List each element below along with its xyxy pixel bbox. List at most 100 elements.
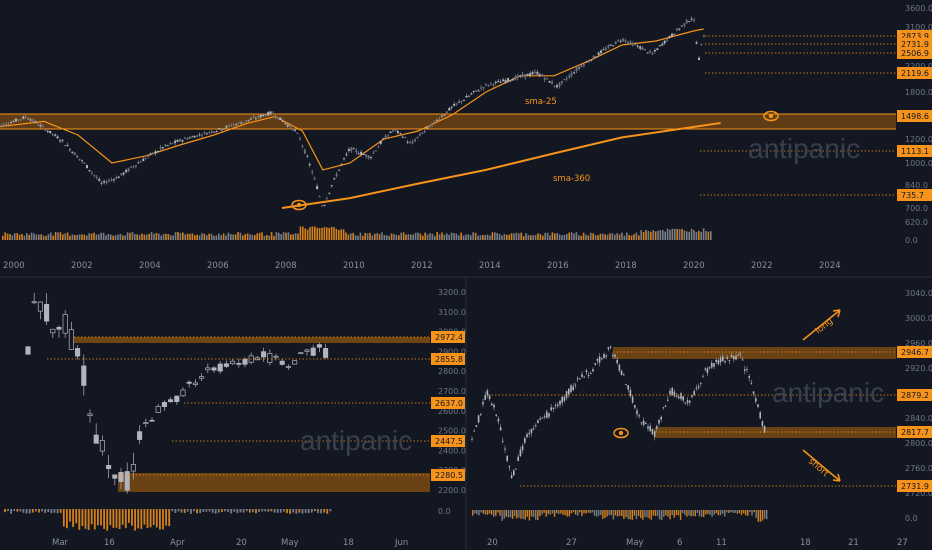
volume-bar: [467, 234, 470, 240]
candle: [576, 378, 579, 380]
volume-bar: [522, 510, 524, 519]
candle: [396, 131, 399, 134]
y-tick-label: 2760.0: [905, 464, 932, 473]
volume-bar: [205, 509, 208, 512]
volume-bar: [753, 510, 755, 513]
candle: [538, 74, 541, 76]
volume-bar: [612, 510, 615, 520]
candle: [340, 163, 343, 165]
candle: [149, 153, 152, 155]
volume-bar: [686, 510, 688, 517]
candle: [724, 361, 726, 363]
volume-bar: [196, 509, 198, 514]
candle: [583, 376, 585, 378]
x-tick-label: 2016: [547, 261, 569, 271]
candle: [651, 53, 654, 55]
volume-bar: [561, 235, 563, 240]
candle: [108, 180, 111, 182]
price-tag: [431, 435, 465, 447]
candle: [404, 137, 407, 139]
candle: [686, 400, 689, 403]
volume-bar: [230, 234, 232, 240]
candle: [110, 179, 113, 181]
volume-bar: [510, 233, 513, 240]
candle: [54, 134, 57, 136]
volume-bar: [455, 233, 458, 240]
candle: [377, 146, 380, 148]
volume-bar: [661, 510, 663, 520]
candle: [656, 426, 658, 429]
volume-bar: [295, 509, 298, 514]
candle: [203, 132, 206, 134]
volume-bar: [707, 231, 710, 240]
candle: [382, 138, 385, 140]
candle: [208, 131, 211, 133]
candle: [316, 344, 322, 348]
candle: [81, 365, 87, 386]
volume-bar: [591, 510, 594, 513]
volume-bar: [460, 232, 462, 240]
candle: [660, 416, 662, 420]
candle: [130, 166, 133, 168]
candle: [603, 354, 605, 359]
candle: [735, 355, 737, 360]
candle: [311, 171, 314, 173]
volume-bar: [4, 509, 6, 513]
candle: [19, 119, 22, 121]
y-tick-label: 620.0: [905, 218, 928, 227]
sma-360-label: sma-360: [553, 174, 590, 184]
volume-bar: [168, 509, 171, 527]
candle: [579, 378, 581, 380]
candle: [706, 368, 709, 374]
volume-bar: [264, 509, 267, 512]
eye-icon[interactable]: [291, 199, 307, 211]
candle: [645, 422, 647, 424]
candle: [502, 440, 504, 442]
candle: [237, 122, 240, 124]
candle: [296, 132, 299, 134]
candle: [127, 168, 130, 172]
volume-bar: [13, 509, 16, 512]
volume-bar: [369, 232, 371, 240]
volume-bar: [556, 232, 558, 240]
volume-bar: [309, 227, 311, 240]
volume-bar: [465, 234, 467, 240]
candle: [198, 134, 201, 136]
candle: [436, 119, 439, 121]
volume-bar: [174, 232, 177, 240]
volume-bar: [177, 509, 180, 512]
candle: [44, 128, 47, 131]
volume-bar: [543, 510, 545, 513]
volume-bar: [167, 234, 170, 240]
candle: [620, 370, 623, 376]
candle: [605, 355, 607, 357]
volume-bar: [261, 509, 264, 512]
candle: [663, 40, 666, 44]
volume-bar: [717, 510, 720, 516]
volume-bar: [190, 509, 192, 514]
candle: [519, 75, 522, 77]
volume-bar: [669, 510, 671, 520]
candle: [5, 123, 8, 125]
volume-bar: [616, 510, 619, 517]
candle: [285, 366, 291, 368]
candle: [124, 471, 130, 491]
candle: [543, 416, 546, 418]
volume-bar: [633, 510, 636, 516]
volume-bar: [118, 509, 121, 530]
volume-bar: [86, 235, 88, 240]
volume-bar: [507, 510, 510, 518]
candle: [661, 43, 664, 46]
volume-bar: [715, 510, 717, 514]
candle: [261, 351, 267, 358]
volume-bar: [364, 232, 366, 240]
candle: [484, 394, 486, 400]
volume-bar: [610, 510, 612, 516]
volume-bar: [254, 235, 256, 240]
eye-icon[interactable]: [763, 110, 779, 122]
eye-icon[interactable]: [613, 427, 629, 439]
volume-bar: [90, 233, 93, 240]
candle: [316, 186, 319, 190]
y-tick-label: 2720.0: [905, 489, 932, 498]
candle: [247, 119, 250, 121]
